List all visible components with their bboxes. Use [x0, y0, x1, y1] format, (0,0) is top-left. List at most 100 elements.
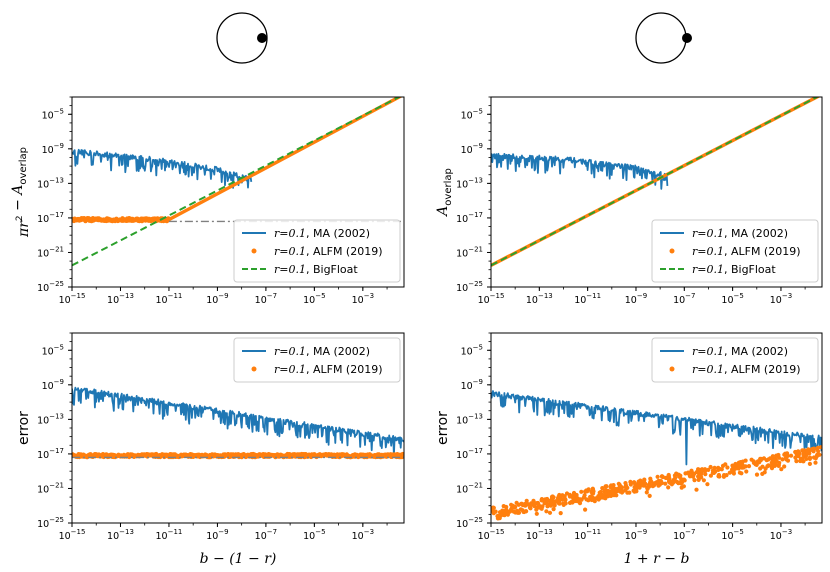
- data-point: [522, 509, 527, 515]
- data-point: [603, 484, 608, 489]
- legend: r=0.1, MA (2002) r=0.1, ALFM (2019) r=0.1,…: [233, 219, 401, 283]
- x-tick-label: 10−9: [206, 292, 228, 306]
- x-tick-label: 10−9: [625, 528, 647, 542]
- chart-top-left: 10−15 10−13 10−11 10−9 10−7 10−5 10−3 10−25 10−2…: [10, 96, 405, 306]
- data-point: [798, 458, 803, 464]
- y-tick-label: 10−21: [37, 481, 64, 495]
- x-axis-label: 1 + r − b: [624, 551, 690, 567]
- series-ma-2002-: [72, 386, 404, 457]
- series-alfm-2019-: [72, 451, 404, 460]
- data-point: [694, 487, 699, 492]
- legend-swatch: [251, 248, 257, 254]
- data-point: [800, 448, 805, 453]
- series-alfm-2019-: [491, 445, 822, 521]
- y-tick-label: 10−5: [42, 343, 64, 357]
- data-point: [618, 489, 623, 494]
- data-point: [749, 457, 754, 462]
- plot-area: [72, 386, 404, 460]
- data-point: [677, 480, 682, 485]
- data-point: [668, 480, 673, 485]
- y-tick-label: 10−25: [37, 516, 64, 530]
- x-tick-label: 10−9: [625, 292, 647, 306]
- series-bigfloat: [491, 97, 820, 267]
- data-point: [631, 488, 636, 493]
- data-point: [663, 481, 668, 486]
- data-point: [652, 481, 657, 486]
- y-axis-label: πr2 − Aoverlap: [10, 147, 32, 238]
- data-point: [515, 508, 520, 513]
- data-point: [660, 474, 666, 480]
- data-point: [758, 466, 763, 471]
- data-point: [505, 512, 510, 517]
- data-point: [770, 454, 775, 459]
- x-tick-label: 10−5: [721, 292, 743, 306]
- x-axis-label: b − (1 − r): [200, 551, 277, 567]
- data-point: [683, 471, 688, 476]
- y-tick-label: 10−17: [456, 211, 483, 225]
- y-tick-label: 10−17: [37, 447, 64, 461]
- data-point: [579, 497, 584, 502]
- data-point: [518, 507, 523, 512]
- data-point: [696, 477, 701, 482]
- y-tick-label: 10−25: [456, 516, 483, 530]
- data-point: [766, 463, 771, 468]
- series-ma-2002-: [491, 152, 669, 190]
- data-point: [744, 469, 749, 474]
- data-point: [561, 501, 566, 506]
- legend-box: [233, 337, 401, 383]
- data-point: [541, 498, 546, 503]
- data-point: [813, 460, 818, 465]
- data-point: [401, 453, 404, 458]
- chart-top-right: 10−15 10−13 10−11 10−9 10−7 10−5 10−3 10−25 10−2…: [435, 96, 823, 306]
- x-tick-label: 10−13: [526, 528, 553, 542]
- data-point: [807, 456, 813, 461]
- data-point: [758, 456, 763, 461]
- data-point: [691, 471, 696, 476]
- data-point: [737, 463, 742, 468]
- data-point: [557, 501, 562, 506]
- chart-bottom-left: 10−15 10−13 10−11 10−9 10−7 10−5 10−3 10−25 10−2…: [16, 332, 405, 567]
- legend-label: r=0.1, MA (2002): [692, 345, 788, 358]
- x-tick-label: 10−7: [673, 292, 695, 306]
- legend-label: r=0.1, ALFM (2019): [274, 245, 383, 258]
- data-point: [705, 482, 710, 487]
- series-true-area: [168, 97, 403, 222]
- data-point: [666, 472, 671, 478]
- data-point: [600, 492, 605, 498]
- legend-label: r=0.1, MA (2002): [274, 345, 370, 358]
- data-point: [766, 457, 771, 462]
- data-point: [648, 483, 653, 488]
- legend-swatch: [251, 366, 257, 372]
- data-point: [545, 496, 550, 502]
- data-point: [558, 496, 563, 502]
- x-tick-label: 10−11: [156, 528, 183, 542]
- y-tick-label: 10−13: [456, 412, 483, 426]
- data-point: [703, 468, 708, 473]
- legend-label: r=0.1, MA (2002): [692, 227, 788, 240]
- data-point: [804, 456, 809, 461]
- data-point: [588, 494, 593, 500]
- data-point: [671, 479, 676, 484]
- series-alfm-2019-: [72, 216, 172, 224]
- data-point: [509, 507, 514, 512]
- x-tick-label: 10−7: [255, 292, 277, 306]
- data-point: [712, 465, 717, 470]
- data-point: [701, 478, 707, 483]
- data-point: [616, 481, 621, 486]
- data-point: [548, 500, 553, 505]
- data-point: [658, 479, 664, 484]
- x-tick-label: 10−13: [107, 292, 134, 306]
- data-point: [719, 467, 724, 472]
- y-tick-label: 10−13: [37, 412, 64, 426]
- data-point: [549, 496, 555, 501]
- legend-label: r=0.1, ALFM (2019): [692, 245, 801, 258]
- x-tick-label: 10−3: [770, 528, 792, 542]
- data-point: [586, 498, 591, 503]
- x-tick-label: 10−3: [352, 292, 374, 306]
- data-point: [789, 453, 794, 458]
- x-tick-label: 10−11: [574, 292, 601, 306]
- data-point: [525, 501, 530, 506]
- data-point: [782, 464, 787, 469]
- legend-swatch: [669, 366, 675, 372]
- data-point: [807, 461, 813, 466]
